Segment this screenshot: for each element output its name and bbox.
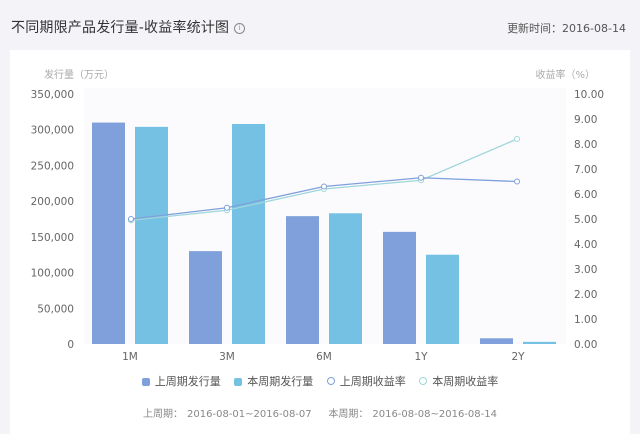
last-period-label: 上周期： [143, 409, 184, 420]
legend-circle-this-rate [419, 377, 428, 385]
legend-last-rate[interactable]: 上周期收益率 [326, 373, 406, 389]
y-tick-right: 0.00 [574, 339, 597, 351]
y-tick-left: 300,000 [31, 125, 74, 137]
y-tick-left: 200,000 [31, 196, 74, 208]
legend-swatch-this-volume [234, 378, 243, 386]
legend-this-volume[interactable]: 本周期发行量 [234, 373, 313, 389]
y-tick-right: 9.00 [574, 114, 597, 126]
y-tick-left: 100,000 [31, 268, 74, 280]
y-tick-left: 0 [67, 339, 74, 351]
y-tick-right: 4.00 [574, 239, 597, 251]
x-tick: 2Y [511, 351, 525, 363]
y-axis-title-left: 发行量（万元） [44, 68, 114, 81]
chart-title: 不同期限产品发行量-收益率统计图 i [11, 17, 246, 37]
y-tick-left: 150,000 [31, 232, 74, 244]
header: 不同期限产品发行量-收益率统计图 i 更新时间：2016-08-14 [0, 0, 640, 50]
last-period-range: 2016-08-01~2016-08-07 [187, 409, 312, 420]
bar-this-volume[interactable] [329, 213, 362, 344]
info-icon[interactable]: i [234, 23, 246, 34]
y-tick-left: 50,000 [37, 303, 74, 315]
y-tick-right: 2.00 [574, 289, 597, 301]
y-tick-right: 6.00 [574, 189, 597, 201]
legend-label: 本周期发行量 [247, 375, 314, 388]
bar-last-volume[interactable] [189, 251, 222, 344]
bar-this-volume[interactable] [135, 126, 168, 344]
last-rate-point[interactable] [514, 178, 520, 185]
chart-title-text: 不同期限产品发行量-收益率统计图 [11, 20, 230, 36]
x-tick: 1Y [414, 351, 428, 363]
bar-this-volume[interactable] [523, 341, 556, 344]
last-rate-point[interactable] [418, 174, 424, 181]
legend: 上周期发行量 本周期发行量 上周期收益率 本周期收益率 [0, 373, 640, 389]
bar-this-volume[interactable] [232, 124, 265, 344]
updated-time: 更新时间：2016-08-14 [507, 22, 626, 35]
y-tick-left: 350,000 [31, 89, 74, 101]
y-tick-right: 3.00 [574, 264, 597, 276]
this-rate-point[interactable] [514, 136, 520, 142]
bar-last-volume[interactable] [383, 231, 416, 344]
bar-last-volume[interactable] [92, 122, 125, 344]
last-rate-point[interactable] [128, 216, 134, 222]
bar-this-volume[interactable] [426, 254, 459, 344]
y-tick-right: 7.00 [574, 164, 597, 176]
legend-circle-last-rate [326, 377, 335, 385]
last-rate-point[interactable] [224, 204, 230, 211]
legend-last-volume[interactable]: 上周期发行量 [141, 373, 221, 389]
legend-swatch-last-volume [141, 378, 150, 386]
y-tick-right: 10.00 [574, 89, 604, 101]
x-tick: 3M [219, 351, 235, 363]
y-tick-right: 1.00 [574, 314, 597, 326]
y-axis-title-right: 收益率（%） [535, 68, 595, 81]
bar-last-volume[interactable] [286, 216, 319, 344]
y-tick-right: 5.00 [574, 214, 597, 226]
last-rate-point[interactable] [321, 183, 327, 190]
legend-label: 上周期收益率 [339, 375, 406, 388]
this-period-label: 本周期： [328, 409, 369, 420]
legend-label: 上周期发行量 [154, 375, 221, 388]
legend-this-rate[interactable]: 本周期收益率 [419, 373, 498, 389]
period-info: 上周期： 2016-08-01~2016-08-07 本周期： 2016-08-08… [0, 405, 640, 420]
y-tick-right: 8.00 [574, 139, 597, 151]
y-tick-left: 250,000 [31, 160, 74, 172]
bar-last-volume[interactable] [480, 338, 513, 344]
x-tick: 6M [316, 351, 332, 363]
x-tick: 1M [122, 351, 138, 363]
this-period-range: 2016-08-08~2016-08-14 [372, 409, 497, 420]
legend-label: 本周期收益率 [432, 375, 499, 388]
